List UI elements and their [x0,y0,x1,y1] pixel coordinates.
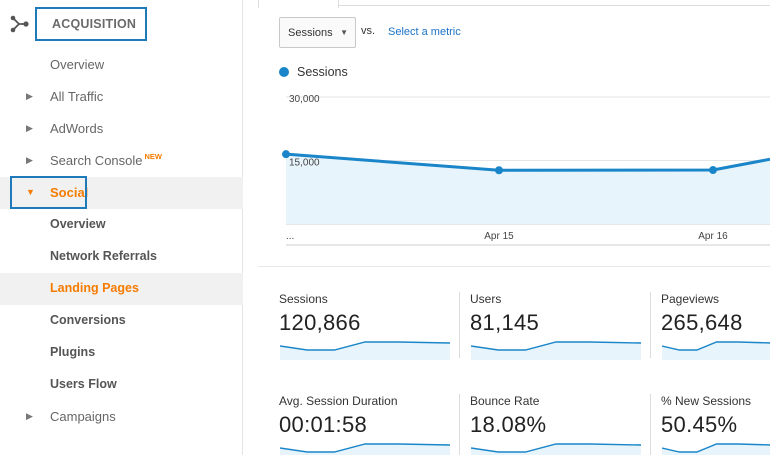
sidebar-item-overview[interactable]: Overview [0,49,243,81]
sidebar-item-conversions[interactable]: Conversions [0,305,243,337]
sparkline-area [662,342,770,360]
sidebar-item-users-flow[interactable]: Users Flow [0,369,243,401]
x-tick-label: ... [286,231,294,242]
sidebar-item-label: Plugins [50,345,96,359]
data-point [709,166,717,175]
sidebar-item-campaigns[interactable]: ▶ Campaigns [0,401,243,433]
sparkline [280,443,450,455]
sidebar: ACQUISITION Overview ▶ All Traffic ▶ AdW… [0,0,243,455]
sidebar-item-label: Conversions [50,313,126,327]
expand-arrow-icon[interactable]: ▶ [26,411,33,421]
sidebar-item-label: Network Referrals [50,249,157,263]
scorecard-label: Sessions [279,292,328,306]
scorecard-label: Users [470,292,502,306]
y-tick-label: 30,000 [289,94,320,105]
scorecard-divider [650,292,651,358]
y-tick-label: 15,000 [289,158,320,169]
sidebar-item-label: Users Flow [50,377,117,391]
data-point [495,166,503,175]
sidebar-item-label: Landing Pages [50,281,139,295]
sidebar-item-plugins[interactable]: Plugins [0,337,243,369]
metric-dropdown[interactable]: Sessions ▼ [279,17,356,48]
sparkline [471,341,641,360]
select-metric-link[interactable]: Select a metric [388,26,461,38]
scorecard-divider [459,394,460,455]
sidebar-item-label: Overview [50,217,106,231]
data-point [282,150,290,159]
sparkline [280,341,450,360]
scorecard-label: Avg. Session Duration [279,394,398,408]
sidebar-item-search-console[interactable]: ▶ Search Console NEW [0,145,243,177]
legend-marker [279,67,289,77]
acquisition-section-title[interactable]: ACQUISITION [52,17,137,31]
collapse-arrow-icon[interactable]: ▼ [26,187,35,197]
metric-dropdown-value: Sessions [288,27,333,39]
sidebar-item-all-traffic[interactable]: ▶ All Traffic [0,81,243,113]
sidebar-item-social[interactable]: ▼ Social [0,177,243,209]
tab-explorer[interactable] [258,0,339,8]
scorecard-bounce-rate[interactable]: Bounce Rate 18.08% [470,394,650,455]
scorecard-label: Bounce Rate [470,394,540,408]
sidebar-item-social-overview[interactable]: Overview [0,209,243,241]
vs-label: vs. [361,25,376,37]
sparkline-area [280,444,450,455]
sparkline-line [471,443,641,453]
sidebar-item-adwords[interactable]: ▶ AdWords [0,113,243,145]
series-area [286,154,770,224]
expand-arrow-icon[interactable]: ▶ [26,91,33,101]
scorecard-value: 120,866 [279,310,361,335]
x-tick-label: Apr 15 [484,231,514,242]
scorecard-new-sessions[interactable]: % New Sessions 50.45% [661,394,770,455]
scorecard-label: Pageviews [661,292,720,306]
sidebar-item-landing-pages[interactable]: Landing Pages [0,273,243,305]
sparkline-line [662,341,770,351]
legend-label: Sessions [297,65,348,79]
x-tick-label: Apr 16 [698,231,728,242]
sparkline-area [662,444,770,455]
sidebar-item-network-referrals[interactable]: Network Referrals [0,241,243,273]
sidebar-item-label: Overview [50,57,105,72]
sparkline-line [280,341,450,351]
sidebar-item-label: Social [50,185,89,200]
tab-bar [258,0,770,6]
sidebar-item-label: Campaigns [50,409,116,424]
sparkline-line [280,443,450,453]
scorecard-divider [650,394,651,455]
scorecard-value: 18.08% [470,412,547,437]
chevron-down-icon: ▼ [340,28,348,37]
sparkline [662,443,770,455]
scorecard-value: 265,648 [661,310,743,335]
series-line [285,152,770,172]
scorecard-value: 50.45% [661,412,738,437]
sidebar-item-label: AdWords [50,121,104,136]
sparkline-area [280,342,450,360]
sidebar-item-label: Search Console [50,153,143,168]
acquisition-icon [10,15,29,33]
scorecard-value: 00:01:58 [279,412,368,437]
expand-arrow-icon[interactable]: ▶ [26,155,33,165]
sparkline-line [471,341,641,351]
scorecard-value: 81,145 [470,310,540,335]
scorecard-users[interactable]: Users 81,145 [470,292,650,372]
expand-arrow-icon[interactable]: ▶ [26,123,33,133]
sparkline-area [471,444,641,455]
scorecard-divider [459,292,460,358]
scorecard-avg-session-duration[interactable]: Avg. Session Duration 00:01:58 [279,394,459,455]
section-divider [258,266,770,267]
acquisition-highlight-box [35,7,147,41]
scorecard-label: % New Sessions [661,394,752,408]
sparkline-area [471,342,641,360]
sparkline [662,341,770,360]
social-highlight-box [10,176,87,209]
sidebar-item-label: All Traffic [50,89,104,104]
new-badge: NEW [144,152,163,161]
scorecard-sessions[interactable]: Sessions 120,866 [279,292,459,372]
sparkline [471,443,641,455]
sessions-chart[interactable]: 30,000 15,000... Apr 15 Apr 16 [258,82,770,252]
scorecard-pageviews[interactable]: Pageviews 265,648 [661,292,770,372]
sparkline-line [662,443,770,453]
